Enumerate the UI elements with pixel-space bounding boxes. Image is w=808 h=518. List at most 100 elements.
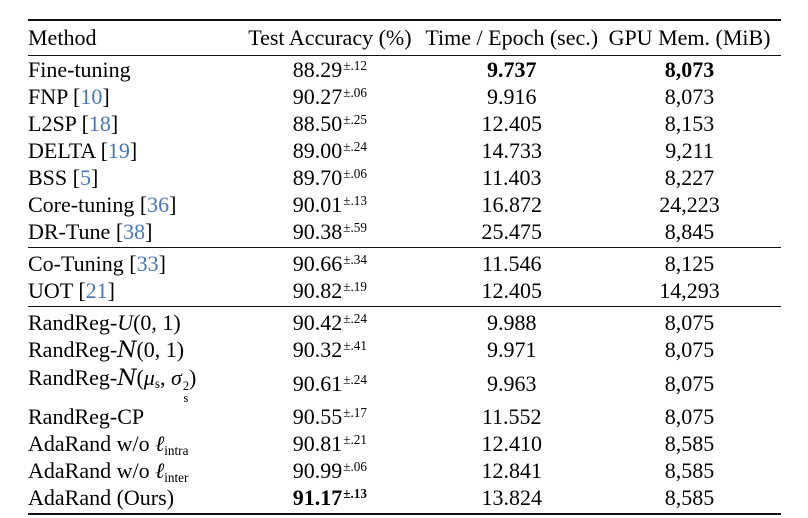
- test-accuracy-value: 90.82±.19: [234, 277, 425, 307]
- gpu-memory-value: 8,073: [664, 83, 715, 109]
- method-text: DELTA [: [28, 137, 108, 163]
- method-name: AdaRand w/o ℓinter: [28, 457, 234, 484]
- time-per-epoch-value: 12.410: [481, 431, 542, 457]
- column-header-method: Method: [28, 19, 235, 56]
- accuracy-mean: 90.01: [292, 191, 343, 217]
- accuracy-mean: 90.61: [292, 370, 343, 396]
- table-row: RandReg-CP 90.55±.17 11.552 8,075: [28, 403, 781, 430]
- time-per-epoch-value: 9.916: [486, 83, 537, 109]
- method-text: AdaRand (Ours): [28, 485, 175, 511]
- method-text: ]: [107, 277, 115, 303]
- time-per-epoch-value: 9.963: [486, 370, 537, 396]
- citation-ref[interactable]: 21: [85, 277, 108, 303]
- method-text: ]: [129, 137, 138, 163]
- accuracy-std: ±.24: [343, 138, 367, 154]
- gpu-memory-value: 8,227: [664, 164, 715, 190]
- table-row: RandReg-N(0, 1) 90.32±.41 9.971 8,075: [28, 336, 781, 364]
- accuracy-mean: 89.00: [292, 137, 343, 163]
- math-symbol: N: [117, 365, 137, 391]
- math-subscript: s: [154, 376, 160, 392]
- method-text: DR-Tune [: [28, 218, 124, 244]
- accuracy-std: ±.41: [343, 338, 367, 354]
- method-name: DELTA [19]: [28, 137, 234, 164]
- table-row: DELTA [19] 89.00±.24 14.733 9,211: [28, 137, 781, 164]
- citation-ref[interactable]: 33: [136, 250, 159, 276]
- test-accuracy-value: 91.17±.13: [234, 484, 426, 516]
- test-accuracy-value: 90.55±.17: [234, 403, 425, 430]
- accuracy-std: ±.13: [343, 486, 367, 502]
- accuracy-mean: 90.82: [292, 277, 343, 303]
- accuracy-mean: 90.55: [292, 404, 343, 430]
- accuracy-std: ±.24: [343, 371, 367, 387]
- accuracy-mean: 90.32: [292, 337, 343, 362]
- method-text: UOT [: [28, 277, 86, 303]
- math-symbol: ℓ: [155, 431, 165, 457]
- method-text: RandReg-: [28, 309, 118, 335]
- method-text: AdaRand w/o: [28, 458, 156, 484]
- test-accuracy-value: 90.32±.41: [234, 336, 425, 364]
- time-per-epoch-value: 11.552: [481, 404, 542, 430]
- time-per-epoch-value: 25.475: [481, 218, 542, 244]
- method-text: ]: [158, 250, 166, 276]
- method-text: (0, 1): [136, 336, 185, 362]
- method-name: FNP [10]: [28, 83, 234, 110]
- accuracy-std: ±.59: [343, 219, 367, 235]
- table-row: UOT [21] 90.82±.19 12.405 14,293: [28, 277, 781, 307]
- method-name: RandReg-U(0, 1): [28, 305, 235, 336]
- method-text: RandReg-: [28, 364, 118, 390]
- accuracy-mean: 90.66: [292, 250, 343, 276]
- math-subscript: inter: [164, 469, 189, 485]
- citation-ref[interactable]: 38: [123, 218, 146, 244]
- test-accuracy-value: 90.61±.24: [234, 364, 425, 404]
- column-header-time-per-epoch: Time / Epoch (sec.): [425, 19, 599, 56]
- table-head: Method Test Accuracy (%) Time / Epoch (sec…: [28, 19, 781, 56]
- time-per-epoch-value: 12.405: [481, 277, 542, 303]
- citation-ref[interactable]: 36: [147, 191, 170, 217]
- method-text: ]: [110, 110, 119, 136]
- citation-ref[interactable]: 10: [80, 83, 103, 109]
- method-name: DR-Tune [38]: [28, 218, 234, 248]
- method-name: AdaRand (Ours): [28, 484, 235, 516]
- accuracy-std: ±.34: [343, 251, 367, 267]
- table-row: RandReg-N(μs, σ 2 s) 90.61±.24 9.963 8,075: [28, 364, 781, 405]
- method-text: ]: [102, 83, 110, 109]
- citation-ref[interactable]: 5: [79, 164, 91, 190]
- table-row: BSS [5] 89.70±.06 11.403 8,227: [28, 164, 781, 191]
- test-accuracy-value: 89.00±.24: [234, 137, 425, 164]
- accuracy-std: ±.19: [343, 278, 367, 294]
- gpu-memory-value: 8,075: [664, 370, 715, 396]
- time-per-epoch-value: 11.403: [481, 164, 542, 190]
- method-name: Fine-tuning: [28, 55, 234, 83]
- gpu-memory-value: 8,075: [664, 404, 715, 430]
- test-accuracy-value: 88.50±.25: [234, 110, 425, 137]
- table-row: L2SP [18] 88.50±.25 12.405 8,153: [28, 110, 781, 137]
- math-subscript: intra: [164, 442, 189, 458]
- time-per-epoch-value: 13.824: [425, 484, 599, 516]
- gpu-memory-value: 8,125: [598, 246, 781, 277]
- method-text: Core-tuning [: [28, 191, 148, 217]
- table-row: AdaRand w/o ℓinter 90.99±.06 12.841 8,585: [28, 457, 781, 484]
- test-accuracy-value: 90.27±.06: [234, 83, 425, 110]
- method-name: UOT [21]: [28, 277, 234, 307]
- time-per-epoch-value: 12.841: [481, 458, 542, 484]
- method-name: RandReg-N(0, 1): [28, 336, 234, 364]
- gpu-memory-value: 9,211: [665, 137, 714, 163]
- test-accuracy-value: 90.01±.13: [234, 191, 425, 218]
- method-text: Co-Tuning [: [28, 250, 137, 276]
- citation-ref[interactable]: 18: [88, 110, 111, 136]
- method-text: ]: [145, 218, 153, 244]
- method-name: Co-Tuning [33]: [28, 246, 235, 277]
- method-text: L2SP [: [28, 110, 89, 136]
- method-text: ]: [90, 164, 99, 190]
- accuracy-mean: 88.50: [292, 110, 343, 136]
- accuracy-std: ±.17: [343, 405, 367, 421]
- method-name: AdaRand w/o ℓintra: [28, 430, 234, 457]
- table-row: DR-Tune [38] 90.38±.59 25.475 8,845: [28, 218, 781, 248]
- gpu-memory-value: 8,585: [598, 484, 781, 516]
- time-per-epoch-value: 9.971: [486, 337, 537, 362]
- accuracy-mean: 91.17: [292, 485, 343, 511]
- method-text: AdaRand w/o: [28, 431, 156, 457]
- citation-ref[interactable]: 19: [107, 137, 130, 163]
- accuracy-std: ±.06: [343, 84, 367, 100]
